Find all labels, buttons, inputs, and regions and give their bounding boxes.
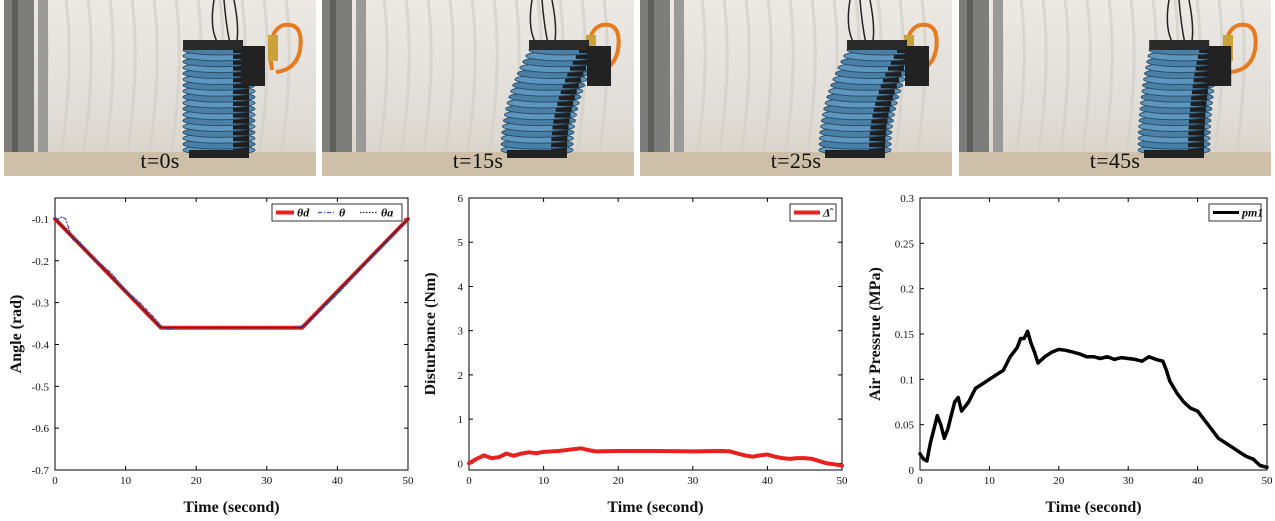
photo-panel-4: t=45s	[959, 0, 1271, 176]
plot-frame	[919, 197, 1268, 471]
series-line-2	[54, 218, 409, 329]
y-tick-label: 6	[458, 193, 464, 205]
x-tick-label: 40	[332, 475, 344, 487]
x-tick-label: 10	[538, 475, 550, 487]
plot-frame	[54, 197, 409, 471]
robot-photo-3	[640, 0, 952, 176]
y-tick-label: 0	[458, 458, 464, 470]
x-tick-label: 20	[191, 475, 203, 487]
y-tick-label: -0.4	[32, 339, 50, 351]
robot-photo-2	[322, 0, 634, 176]
y-tick-label: -0.3	[32, 298, 50, 310]
y-tick-label: -0.7	[32, 465, 50, 477]
y-axis-label: Disturbance (Nm)	[425, 272, 439, 395]
legend-label-0: θd	[297, 206, 310, 220]
x-tick-label: 10	[120, 475, 132, 487]
x-axis-label: Time (second)	[1045, 499, 1141, 516]
y-tick-label: 0.2	[900, 284, 914, 296]
photo-panel-3: t=25s	[640, 0, 952, 176]
y-tick-label: 2	[458, 370, 464, 382]
x-axis-label: Time (second)	[607, 499, 703, 516]
photo-time-label-3: t=25s	[770, 148, 822, 173]
angle-chart: 0 10 20 30 40 50 -0.1 -0.2 -0.3 -0.4 -0.5 -0.6 -0.7 T…	[8, 197, 415, 516]
disturbance-chart: 0 10 20 30 40 50 0 1 2 3 4 5 6 Time (second) Disturban…	[425, 193, 849, 516]
air-pressure-chart: 0 10 20 30 40 50 0 0.05 0.1 0.15 0.2 0.25 0.3 Time (s…	[867, 193, 1274, 516]
x-tick-label: 50	[837, 475, 849, 487]
legend-box	[271, 203, 403, 222]
photo-time-label-2: t=15s	[452, 148, 504, 173]
x-tick-label: 40	[762, 475, 774, 487]
x-tick-label: 30	[261, 475, 273, 487]
y-tick-label: 3	[458, 326, 464, 338]
y-tick-label: 1	[458, 414, 464, 426]
y-tick-label: -0.1	[32, 214, 49, 226]
y-tick-label: 0.05	[895, 420, 915, 432]
photo-time-label-4: t=45s	[1089, 148, 1141, 173]
x-tick-label: 0	[917, 475, 923, 487]
x-tick-label: 50	[1262, 475, 1274, 487]
y-tick-label: 4	[458, 281, 464, 293]
legend-label-0: Δ̂	[822, 206, 834, 220]
x-tick-label: 20	[1053, 475, 1065, 487]
photo-panel-1: t=0s	[4, 0, 316, 176]
x-tick-label: 40	[1192, 475, 1204, 487]
photo-panel-2: t=15s	[322, 0, 634, 176]
plot-frame	[468, 197, 843, 471]
y-tick-label: -0.5	[32, 381, 50, 393]
legend-label-0: pm1	[1241, 206, 1263, 220]
x-tick-label: 50	[403, 475, 415, 487]
x-tick-label: 30	[1123, 475, 1135, 487]
y-tick-label: 5	[458, 237, 464, 249]
photo-time-label-1: t=0s	[140, 148, 180, 173]
y-tick-label: -0.2	[32, 256, 49, 268]
robot-photo-4	[959, 0, 1271, 176]
series-line-0	[918, 329, 1269, 470]
x-tick-label: 30	[687, 475, 699, 487]
y-tick-label: 0.25	[895, 238, 915, 250]
y-tick-label: 0.1	[900, 374, 914, 386]
x-axis-label: Time (second)	[183, 499, 279, 516]
y-tick-label: 0	[909, 465, 915, 477]
legend-label-2: θa	[381, 206, 393, 220]
x-tick-label: 20	[613, 475, 625, 487]
y-tick-label: 0.3	[900, 193, 914, 205]
x-tick-label: 0	[52, 475, 58, 487]
series-line-0	[467, 446, 844, 468]
y-axis-label: Air Pressrue (MPa)	[867, 267, 884, 401]
y-axis-label: Angle (rad)	[8, 295, 25, 374]
x-tick-label: 10	[984, 475, 996, 487]
y-tick-label: 0.15	[895, 329, 915, 341]
x-tick-label: 0	[466, 475, 472, 487]
legend-label-1: θ	[339, 206, 346, 220]
y-tick-label: -0.6	[32, 423, 50, 435]
robot-photo-1	[4, 0, 316, 176]
